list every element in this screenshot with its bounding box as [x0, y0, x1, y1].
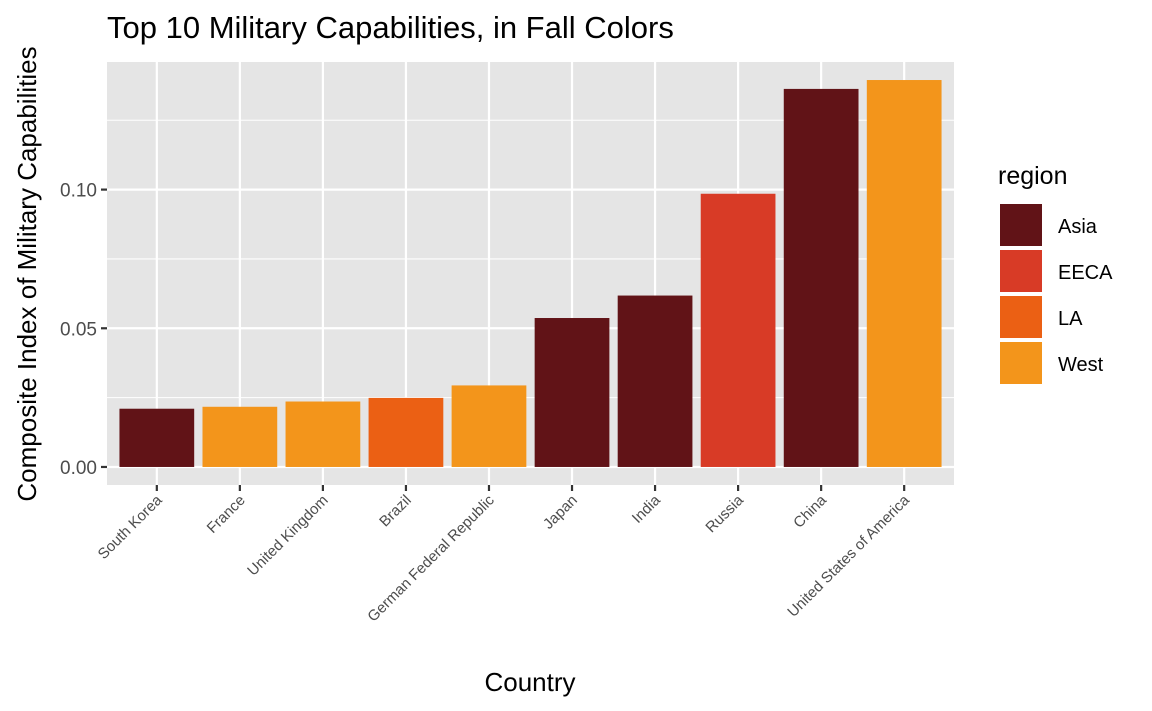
legend: region Asia EECA LA West	[998, 162, 1113, 384]
legend-label: West	[1058, 354, 1104, 376]
legend-title: region	[998, 162, 1068, 190]
x-tick-label: Brazil	[376, 492, 415, 531]
y-tick-label: 0.05	[60, 319, 97, 340]
bar	[285, 401, 361, 467]
legend-label: LA	[1058, 308, 1083, 330]
x-tick-label: United Kingdom	[244, 492, 331, 579]
bar	[783, 88, 859, 467]
x-tick-label: Japan	[540, 492, 581, 533]
bar	[368, 397, 444, 467]
y-axis: 0.00 0.05 0.10	[60, 181, 107, 479]
x-axis-title: Country	[484, 667, 575, 697]
bar	[202, 406, 278, 467]
bar	[451, 385, 527, 467]
chart-title: Top 10 Military Capabilities, in Fall Co…	[107, 10, 674, 45]
x-tick-label: China	[790, 491, 830, 531]
x-tick-label: South Korea	[95, 491, 166, 562]
x-tick-label: France	[204, 492, 249, 537]
bar	[534, 318, 610, 467]
bar	[119, 408, 195, 467]
y-axis-title: Composite Index of Military Capabilities	[12, 46, 42, 501]
legend-key	[1000, 204, 1042, 246]
x-tick-label: India	[629, 491, 664, 526]
legend-label: Asia	[1058, 216, 1098, 238]
bar	[866, 80, 942, 467]
y-tick-label: 0.10	[60, 181, 97, 202]
y-tick-label: 0.00	[60, 458, 97, 479]
bars	[119, 80, 942, 467]
legend-key	[1000, 296, 1042, 338]
legend-key	[1000, 342, 1042, 384]
bar	[700, 193, 776, 467]
bar	[617, 295, 693, 467]
legend-key	[1000, 250, 1042, 292]
x-tick-label: Russia	[702, 491, 747, 536]
legend-label: EECA	[1058, 262, 1113, 284]
